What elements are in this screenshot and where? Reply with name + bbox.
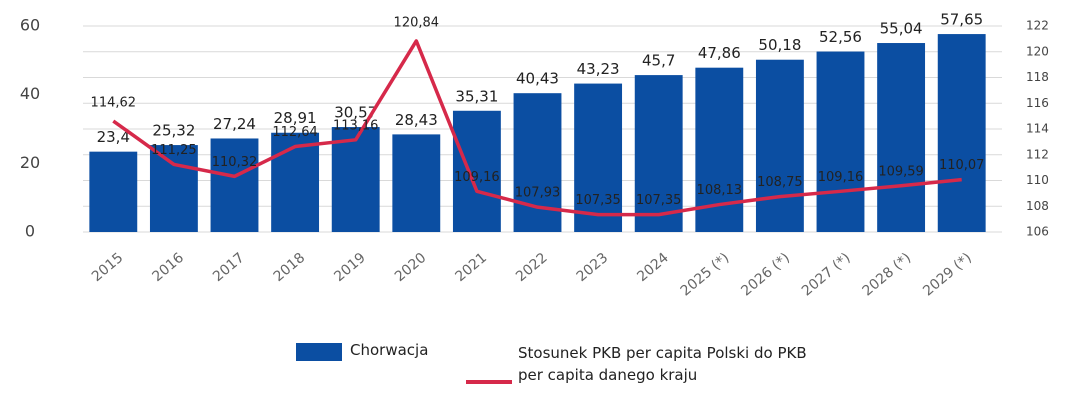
line-value-label: 107,35	[636, 193, 682, 208]
line	[112, 39, 962, 217]
bar	[877, 43, 926, 233]
x-tick-label: 2015	[89, 250, 127, 285]
y2-tick-label: 116	[1026, 96, 1049, 110]
y2-tick-label: 106	[1026, 225, 1049, 239]
bar	[392, 134, 441, 232]
bar	[271, 132, 320, 232]
x-tick-label: 2021	[452, 250, 490, 285]
bar	[452, 110, 501, 232]
line-value-label: 107,93	[515, 186, 561, 201]
y-tick-label: 20	[20, 153, 40, 172]
legend-label: Stosunek PKB per capita Polski do PKB pe…	[518, 344, 807, 384]
bar	[89, 151, 138, 232]
bar-value-label: 43,23	[577, 60, 620, 78]
line-value-label: 113,16	[333, 118, 379, 133]
x-tick-label: 2025 (*)	[678, 250, 733, 300]
bar-value-label: 50,18	[758, 36, 801, 54]
bar-value-label: 40,43	[516, 70, 559, 88]
bar-value-label: 28,43	[395, 111, 438, 129]
line-value-label: 110,07	[939, 158, 985, 173]
y2-tick-label: 108	[1026, 199, 1049, 213]
x-tick-label: 2017	[210, 250, 248, 285]
legend-swatch	[296, 343, 342, 361]
bar	[149, 145, 198, 232]
bar	[816, 51, 865, 232]
bar-value-label: 30,57	[334, 104, 377, 122]
bar	[210, 138, 259, 232]
bar-value-label: 55,04	[880, 20, 923, 38]
y-tick-label: 40	[20, 84, 40, 103]
x-tick-label: 2023	[574, 250, 612, 285]
line-value-label: 108,13	[697, 183, 743, 198]
y2-tick-label: 122	[1026, 19, 1049, 33]
bar	[937, 34, 986, 233]
x-tick-label: 2018	[271, 250, 309, 285]
line-value-label: 111,25	[151, 143, 197, 158]
bar	[634, 75, 683, 232]
bar-value-label: 28,91	[274, 109, 317, 127]
bar	[513, 93, 562, 232]
x-tick-label: 2024	[634, 250, 672, 285]
legend-label: Chorwacja	[350, 341, 429, 359]
bar-value-label: 23,4	[97, 128, 130, 146]
x-tick-label: 2019	[331, 250, 369, 285]
y2-tick-label: 120	[1026, 44, 1049, 58]
bar-value-label: 27,24	[213, 115, 256, 133]
line-value-label: 112,64	[272, 125, 318, 140]
bar-value-label: 25,32	[152, 122, 195, 140]
y-tick-label: 0	[25, 222, 35, 241]
x-tick-label: 2026 (*)	[738, 250, 793, 300]
line-value-label: 108,75	[757, 175, 803, 190]
bar-value-label: 35,31	[455, 87, 498, 105]
y2-tick-label: 112	[1026, 147, 1049, 161]
line-value-label: 109,59	[878, 164, 924, 179]
x-tick-label: 2029 (*)	[920, 250, 975, 300]
y-tick-label: 60	[20, 16, 40, 35]
bar	[574, 83, 623, 233]
bar	[755, 59, 804, 232]
x-tick-label: 2020	[392, 250, 430, 285]
bar	[331, 127, 380, 232]
bar-value-label: 52,56	[819, 28, 862, 46]
bar-value-label: 47,86	[698, 44, 741, 62]
x-tick-label: 2028 (*)	[860, 250, 915, 300]
line-value-label: 109,16	[818, 170, 864, 185]
line-value-label: 114,62	[91, 96, 137, 111]
y2-tick-label: 114	[1026, 122, 1049, 136]
y2-tick-label: 110	[1026, 173, 1049, 187]
line-value-label: 107,35	[575, 193, 621, 208]
bar-value-label: 45,7	[642, 52, 675, 70]
x-tick-label: 2022	[513, 250, 551, 285]
y2-tick-label: 118	[1026, 70, 1049, 84]
line-value-label: 110,32	[212, 155, 258, 170]
line-value-label: 109,16	[454, 170, 500, 185]
x-tick-label: 2016	[149, 250, 187, 285]
bar-value-label: 57,65	[940, 11, 983, 29]
line-value-label: 120,84	[394, 15, 440, 30]
x-tick-label: 2027 (*)	[799, 250, 854, 300]
